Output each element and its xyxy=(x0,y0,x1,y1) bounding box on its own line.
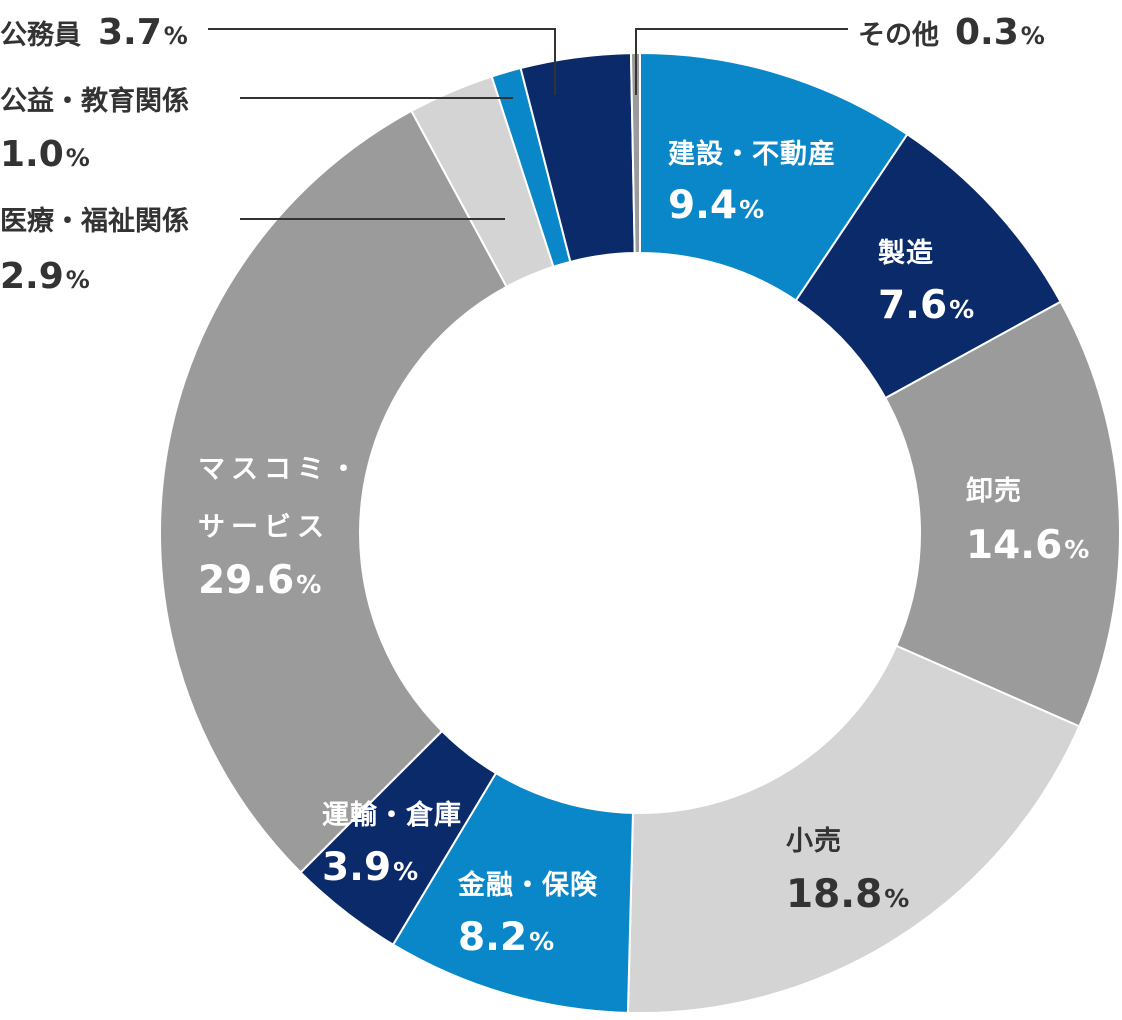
slice-label-8: 医療・福祉関係 xyxy=(0,206,189,237)
slice-label-2: 製造 xyxy=(878,238,934,269)
slice-label-10: 公務員 xyxy=(0,20,81,51)
slice-value-9: 1.0% xyxy=(0,134,90,175)
slice-value-8: 2.9% xyxy=(0,256,90,297)
slice-label-4: 小売 xyxy=(786,826,842,857)
leader-lines xyxy=(208,28,848,220)
slice-value-6: 3.9% xyxy=(322,845,418,890)
leader-line-11 xyxy=(635,28,848,95)
slice-label-11: その他 xyxy=(858,20,939,51)
slice-value-11: 0.3% xyxy=(955,12,1045,53)
slice-label-9: 公益・教育関係 xyxy=(0,85,189,117)
donut-slice-11 xyxy=(629,51,641,255)
slice-value-10: 3.7% xyxy=(98,12,188,53)
slice-value-3: 14.6% xyxy=(966,523,1089,568)
slice-value-5: 8.2% xyxy=(458,915,554,960)
slices xyxy=(159,51,1121,1014)
donut-slice-7 xyxy=(159,109,509,874)
slice-value-1: 9.4% xyxy=(668,183,764,228)
slice-labels: 建設・不動産 9.4% 製造 7.6% 卸売 14.6% 小売 18.8% 金融・保険 8.2% 運… xyxy=(0,12,1089,960)
slice-label-5: 金融・保険 xyxy=(457,869,598,901)
slice-label-7-line-1: マスコミ・ xyxy=(198,454,363,485)
slice-label-3: 卸売 xyxy=(966,475,1022,507)
slice-value-7: 29.6% xyxy=(198,558,321,603)
slice-value-4: 18.8% xyxy=(786,872,909,917)
slice-label-1: 建設・不動産 xyxy=(668,138,836,170)
slice-label-7-line-2: サービス xyxy=(198,512,330,543)
slice-label-6: 運輸・倉庫 xyxy=(322,799,462,831)
leader-line-10 xyxy=(208,28,556,95)
donut-slice-4 xyxy=(626,644,1081,1014)
slice-value-2: 7.6% xyxy=(878,283,974,328)
donut-slice-3 xyxy=(884,300,1121,728)
